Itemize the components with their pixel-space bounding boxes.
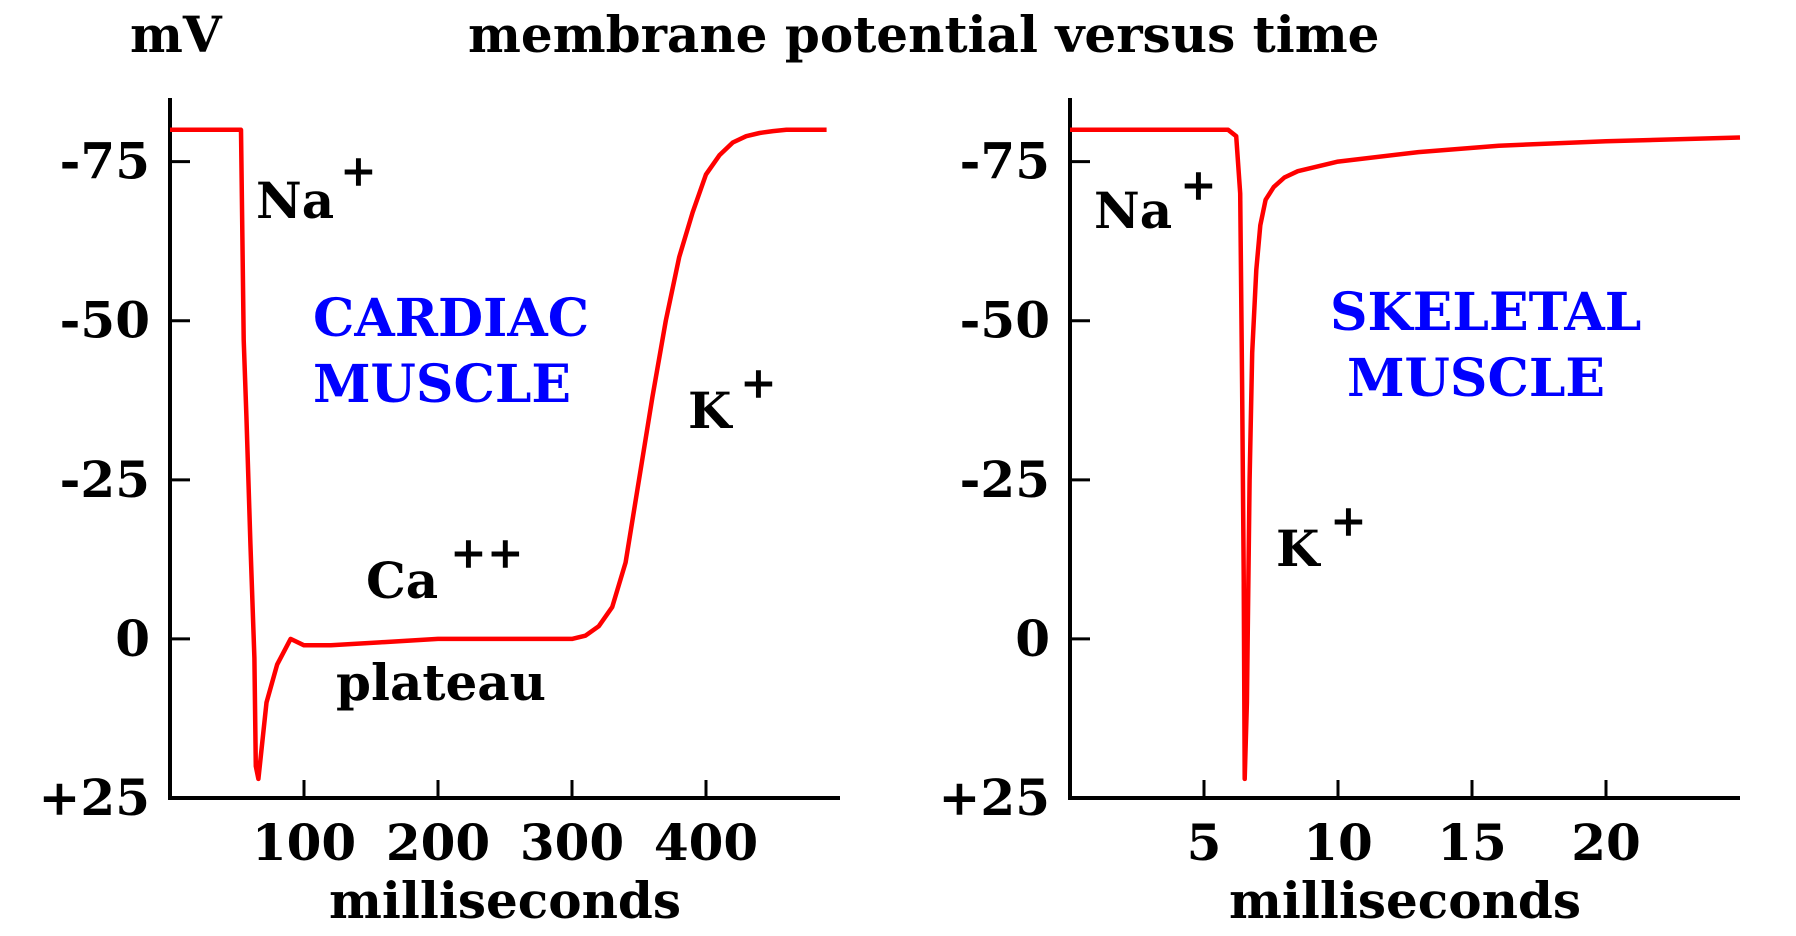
cardiac-chart: -75-50-250+25 100 200 300 400 milliseconds …: [39, 98, 840, 930]
skeletal-x-tick-label: 10: [1303, 813, 1373, 872]
skeletal-x-tick-label: 5: [1187, 813, 1222, 872]
skeletal-y-tick-label: +25: [939, 768, 1050, 827]
skeletal-y-tick-label: -50: [960, 291, 1050, 350]
cardiac-x-tick-label: 100: [252, 813, 356, 872]
cardiac-na-label: Na: [256, 171, 334, 230]
cardiac-k-label: K: [688, 381, 733, 440]
skeletal-na-label: Na: [1094, 181, 1172, 240]
cardiac-x-tick-label: 300: [520, 813, 624, 872]
cardiac-x-ticks: 100 200 300 400: [252, 780, 758, 872]
skeletal-muscle-label-line2: MUSCLE: [1347, 348, 1605, 409]
skeletal-k-label: K: [1276, 519, 1321, 578]
skeletal-y-tick-label: -25: [960, 450, 1050, 509]
cardiac-na-text: Na: [256, 171, 334, 230]
skeletal-x-tick-label: 15: [1437, 813, 1507, 872]
skeletal-muscle-label-line1: SKELETAL: [1330, 282, 1641, 343]
cardiac-y-ticks: -75 -50 -25 0 +25: [39, 132, 190, 827]
cardiac-muscle-label-line2: MUSCLE: [313, 354, 571, 415]
cardiac-y-tick-label: 0: [115, 609, 150, 668]
skeletal-x-tick-label: 20: [1571, 813, 1641, 872]
cardiac-na-sup: +: [340, 146, 377, 197]
skeletal-k-sup: +: [1330, 496, 1367, 547]
skeletal-x-ticks: 5 10 15 20: [1187, 780, 1641, 872]
y-unit-label: mV: [130, 5, 223, 64]
cardiac-series-line: [170, 127, 827, 782]
cardiac-ca-label: Ca: [366, 551, 438, 610]
cardiac-y-tick-label: -50: [60, 291, 150, 350]
skeletal-chart: -75 -50 -25 0 +25 5 10 15 20 milliseconds SKELE…: [939, 98, 1741, 930]
cardiac-x-axis-title: milliseconds: [329, 871, 681, 930]
cardiac-plateau-label: plateau: [336, 653, 546, 712]
skeletal-series-line: [1070, 127, 1741, 782]
skeletal-na-sup: +: [1180, 160, 1217, 211]
figure-title: membrane potential versus time: [468, 5, 1379, 64]
cardiac-y-tick-label: -25: [60, 450, 150, 509]
cardiac-x-tick-label: 400: [654, 813, 758, 872]
skeletal-x-axis-title: milliseconds: [1229, 871, 1581, 930]
skeletal-y-tick-label: 0: [1015, 609, 1050, 668]
cardiac-muscle-label-line1: CARDIAC: [313, 288, 589, 349]
cardiac-k-sup: +: [740, 358, 777, 409]
skeletal-axes: [1068, 98, 1740, 800]
cardiac-ca-sup: ++: [450, 528, 524, 579]
cardiac-y-tick-label: -75: [60, 132, 150, 191]
skeletal-y-tick-label: -75: [960, 132, 1050, 191]
skeletal-y-ticks: -75 -50 -25 0 +25: [939, 132, 1090, 827]
cardiac-x-tick-label: 200: [386, 813, 490, 872]
cardiac-axes: [168, 98, 840, 800]
cardiac-y-tick-label: +25: [39, 768, 150, 827]
